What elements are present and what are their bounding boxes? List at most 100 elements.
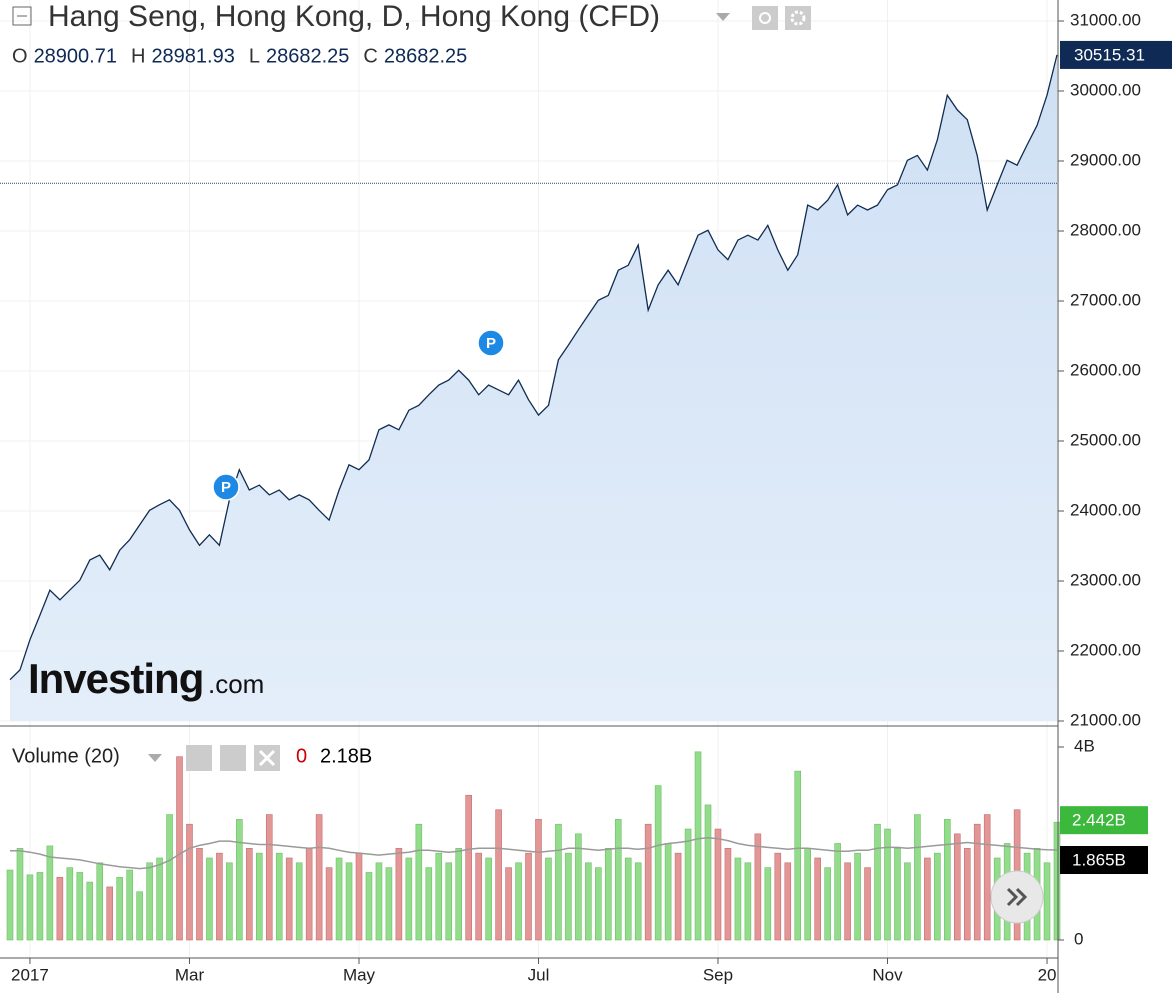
volume-bar — [674, 852, 682, 941]
area-fill — [10, 54, 1057, 721]
volume-bar — [86, 881, 94, 941]
volume-bar — [944, 819, 951, 941]
volume-bar — [565, 852, 572, 941]
volume-bar — [335, 857, 343, 941]
chart-title: Hang Seng, Hong Kong, D, Hong Kong (CFD) — [48, 0, 660, 33]
volume-bar — [684, 828, 692, 941]
volume-bar — [664, 843, 672, 941]
volume-bar — [106, 886, 114, 941]
settings-icon[interactable] — [220, 745, 246, 771]
scroll-button — [1006, 887, 1028, 907]
volume-bar — [6, 869, 14, 941]
volume-bar — [784, 862, 792, 941]
price-line — [9, 54, 1058, 681]
dropdown-icon[interactable] — [148, 754, 162, 762]
volume-bar — [325, 867, 333, 941]
ohlc-value: 28682.25 — [266, 45, 349, 67]
y-tick-label: 27000.00 — [1070, 290, 1141, 309]
volume-bar — [624, 857, 632, 941]
volume-bar — [475, 852, 482, 941]
volume-bar — [415, 823, 423, 941]
x-tick-label: 20 — [1038, 965, 1057, 984]
y-tick-label: 26000.00 — [1070, 360, 1141, 379]
volume-bar — [246, 848, 253, 941]
settings-icon[interactable] — [785, 6, 811, 30]
eye-icon[interactable] — [752, 6, 778, 30]
x-tick-label: Sep — [703, 965, 733, 984]
volume-bar — [395, 848, 403, 941]
volume-bar — [505, 867, 512, 941]
volume-bar — [804, 848, 812, 941]
volume-bar — [854, 852, 861, 941]
volume-title: Volume (20) — [12, 745, 120, 767]
volume-bar — [1043, 862, 1051, 941]
x-tick-label: May — [343, 965, 376, 984]
y-tick-label: 31000.00 — [1070, 10, 1141, 29]
volume-bar — [485, 857, 492, 941]
volume-bar — [385, 867, 393, 941]
volume-bar — [445, 862, 453, 941]
volume-bar — [116, 876, 123, 941]
volume-bar — [1053, 821, 1061, 941]
volume-bar — [914, 814, 921, 941]
volume-bar — [515, 862, 522, 941]
x-tick-label: 2017 — [11, 965, 49, 984]
volume-bar — [614, 819, 622, 941]
annotation-label: P — [221, 479, 231, 496]
volume-bar — [834, 843, 841, 941]
collapse-icon[interactable] — [12, 6, 32, 26]
volume-bar — [285, 857, 293, 941]
volume-bar — [46, 845, 54, 941]
volume-bar — [265, 814, 273, 941]
volume-bar — [545, 857, 552, 941]
volume-bar — [525, 852, 532, 941]
volume-bar — [315, 814, 323, 941]
volume-bar — [724, 848, 732, 941]
ohlc-label: C — [363, 45, 377, 67]
volume-bar — [585, 862, 592, 941]
volume-bar — [924, 857, 931, 941]
plot: PP — [0, 54, 1061, 941]
volume-bar — [774, 852, 782, 941]
volume-bar — [595, 867, 602, 941]
volume-bar — [156, 857, 163, 941]
volume-bar — [16, 848, 24, 941]
volume-bar — [535, 819, 542, 941]
dropdown-icon[interactable] — [716, 13, 730, 21]
volume-bar — [465, 794, 472, 941]
volume-bar — [744, 862, 752, 941]
x-tick-label: Mar — [175, 965, 205, 984]
volume-bar — [126, 869, 133, 941]
volume-bar — [604, 848, 612, 941]
volume-bar — [425, 867, 433, 941]
volume-bar — [704, 804, 712, 941]
volume-bar — [405, 857, 413, 941]
annotation-marker — [212, 473, 240, 501]
volume-tag — [1060, 846, 1148, 875]
annotation-marker — [477, 329, 505, 357]
volume-bar — [196, 848, 203, 941]
volume-bar — [56, 876, 64, 941]
volume-bar — [345, 862, 353, 941]
volume-bar — [963, 848, 971, 941]
close-icon — [258, 749, 276, 767]
volume-bar — [973, 823, 981, 941]
volume-bar — [495, 809, 502, 941]
volume-bar — [555, 823, 562, 941]
annotation-label: P — [486, 335, 496, 352]
volume-bar — [824, 867, 831, 941]
volume-bar — [575, 833, 582, 941]
ohlc-label: H — [131, 45, 145, 67]
volume-bar — [983, 814, 991, 941]
y-tick-label: 29000.00 — [1070, 150, 1141, 169]
volume-bar — [66, 867, 74, 941]
volume-bar — [36, 872, 44, 941]
y-tick-label: 0 — [1074, 929, 1083, 948]
volume-ma-line — [10, 836, 1058, 870]
volume-legend-value: 2.18B — [320, 745, 372, 767]
eye-icon[interactable] — [186, 745, 212, 771]
ohlc-value: 28900.71 — [34, 45, 117, 67]
eye-icon — [759, 12, 771, 24]
y-tick-label: 28000.00 — [1070, 220, 1141, 239]
